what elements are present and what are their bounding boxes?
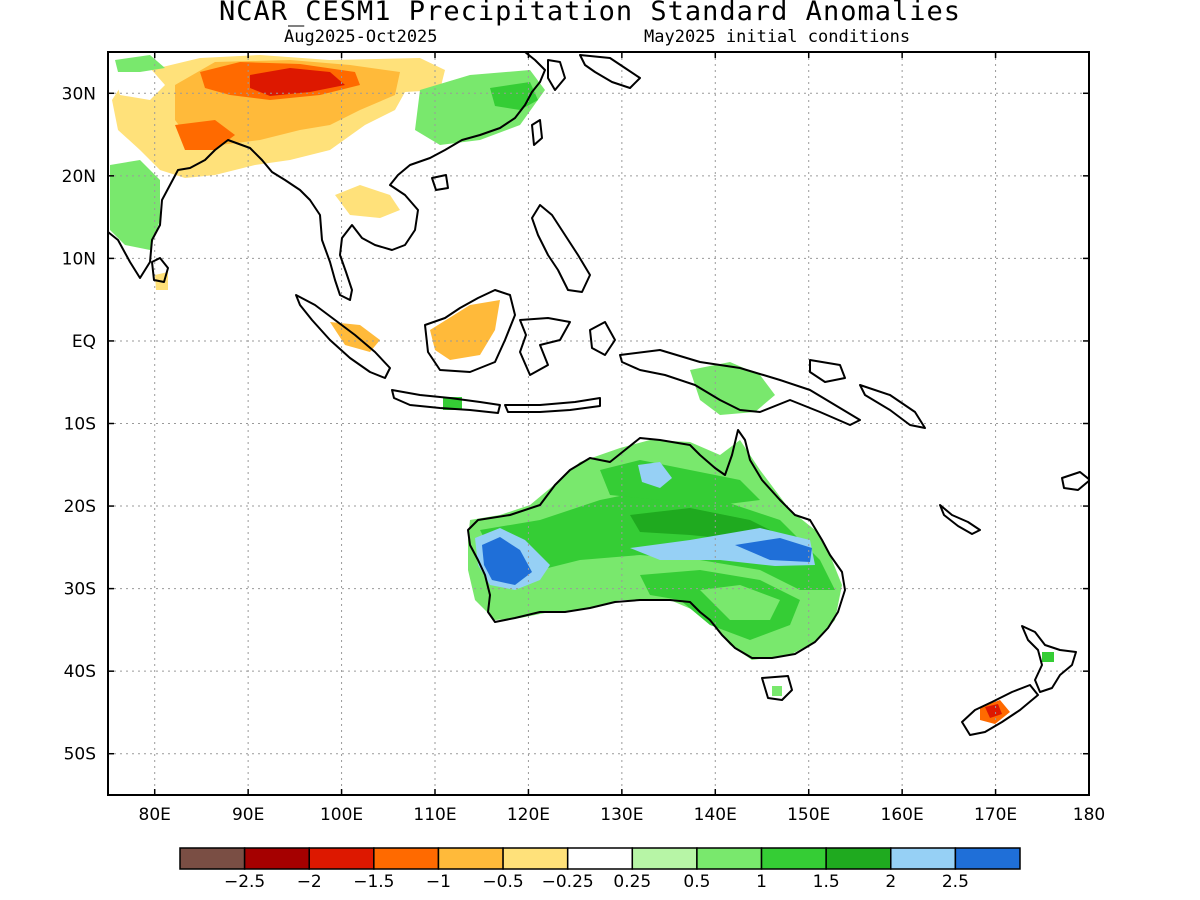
colorbar-label: 0.5 (683, 872, 710, 892)
coastlines (108, 52, 1089, 736)
colorbar-label: 1.5 (813, 872, 840, 892)
colorbar-label: −1 (426, 872, 451, 892)
lat-tick-label: 40S (64, 662, 96, 682)
anomaly-region-australia-band1 (480, 490, 835, 590)
lon-tick-label: 120E (507, 805, 550, 825)
lon-tick-label: 180 (1073, 805, 1105, 825)
colorbar-label: −0.25 (542, 872, 594, 892)
colorbar-swatch (308, 847, 375, 870)
colorbar-label: −2 (297, 872, 322, 892)
lon-tick-label: 170E (974, 805, 1017, 825)
anomaly-region-japan-korea (115, 55, 165, 72)
anomaly-region-bangladesh (175, 120, 235, 150)
colorbar-swatch (760, 847, 827, 870)
coastline-sumatra (295, 294, 391, 379)
coastline-japan (579, 54, 641, 89)
colorbar-label: −1.5 (353, 872, 394, 892)
coastline-sulawesi (519, 317, 571, 376)
colorbar-swatch (890, 847, 957, 870)
precipitation-anomaly-fills (110, 55, 1054, 724)
anomaly-region-borneo (430, 300, 500, 360)
chart-title: NCAR_CESM1 Precipitation Standard Anomal… (219, 0, 961, 27)
colorbar-swatch (179, 847, 246, 870)
colorbar-swatch (243, 847, 310, 870)
map-gridlines (108, 52, 1089, 795)
initial-conditions-label: May2025 initial conditions (644, 27, 911, 47)
lat-tick-label: 30S (64, 580, 96, 600)
colorbar: −2.5 −2 −1.5 −1 −0.5 −0.25 0.25 0.5 1 1.5 2 2.5 (179, 847, 1021, 892)
map-axes: 80E 90E 100E 110E 120E 130E 140E 150E 160E 170E 18… (62, 52, 1105, 825)
lon-tick-label: 150E (787, 805, 830, 825)
coastline-bismarck (809, 359, 846, 383)
coastline-java (391, 389, 501, 414)
lat-tick-label: EQ (72, 332, 96, 352)
anomaly-region-australia-south-light (700, 585, 780, 620)
anomaly-region-india-west (110, 160, 160, 250)
coastline-philippines (531, 204, 591, 293)
coastline-fiji (1061, 471, 1089, 491)
lon-tick-label: 90E (232, 805, 264, 825)
coastline-tasmania (761, 675, 793, 701)
anomaly-region-new-zealand-south-core (985, 704, 1002, 718)
coastline-new-zealand-south (961, 684, 1039, 736)
lat-tick-label: 20N (62, 167, 96, 187)
lat-tick-label: 50S (64, 745, 96, 765)
colorbar-swatch (437, 847, 504, 870)
colorbar-label: −0.5 (482, 872, 523, 892)
colorbar-label: −2.5 (224, 872, 265, 892)
colorbar-swatch (566, 847, 634, 870)
coastline-australia (467, 429, 846, 659)
colorbar-swatch (954, 847, 1021, 870)
colorbar-label: 0.25 (613, 872, 651, 892)
coastline-moluccas (589, 321, 616, 356)
colorbar-swatch (631, 847, 698, 870)
coastline-hainan (431, 174, 449, 191)
coastline-solomons (859, 384, 926, 429)
coastline-new-zealand-north (1021, 625, 1077, 693)
lon-tick-label: 130E (600, 805, 643, 825)
lon-tick-label: 80E (139, 805, 171, 825)
colorbar-swatch (373, 847, 440, 870)
coastline-taiwan (531, 119, 543, 146)
anomaly-region-indochina (335, 185, 400, 218)
lon-tick-label: 110E (413, 805, 456, 825)
colorbar-label: 2.5 (942, 872, 969, 892)
colorbar-swatch (502, 847, 569, 870)
coastline-lesser-sunda (504, 397, 601, 413)
colorbar-label: 1 (756, 872, 767, 892)
lat-tick-label: 10S (64, 415, 96, 435)
anomaly-region-new-guinea (690, 362, 775, 415)
colorbar-swatch (825, 847, 892, 870)
anomaly-region-tasmania (772, 686, 782, 696)
anomaly-region-australia-blue-north (638, 462, 672, 488)
lon-tick-label: 160E (881, 805, 924, 825)
lat-tick-label: 30N (62, 84, 96, 104)
lon-tick-label: 100E (320, 805, 363, 825)
lat-tick-label: 10N (62, 249, 96, 269)
anomaly-region-java (443, 397, 462, 410)
coastline-korea (547, 59, 566, 91)
lon-tick-label: 140E (694, 805, 737, 825)
coastline-new-guinea (619, 349, 861, 426)
coastline-asia-mainland (108, 52, 546, 301)
anomaly-region-australia-blue-east-core (735, 538, 812, 562)
coastline-borneo (424, 289, 516, 373)
coastline-sri-lanka (151, 257, 169, 283)
colorbar-label: 2 (885, 872, 896, 892)
anomaly-region-white-nepal (115, 68, 165, 100)
coastline-vanuatu (939, 504, 981, 535)
anomaly-region-new-zealand-north (1042, 652, 1054, 662)
colorbar-swatch (696, 847, 763, 870)
anomaly-region-australia-blue-west-core (482, 537, 532, 585)
forecast-period: Aug2025-Oct2025 (284, 27, 438, 47)
anomaly-region-tibet-core (250, 68, 345, 96)
lat-tick-label: 20S (64, 497, 96, 517)
